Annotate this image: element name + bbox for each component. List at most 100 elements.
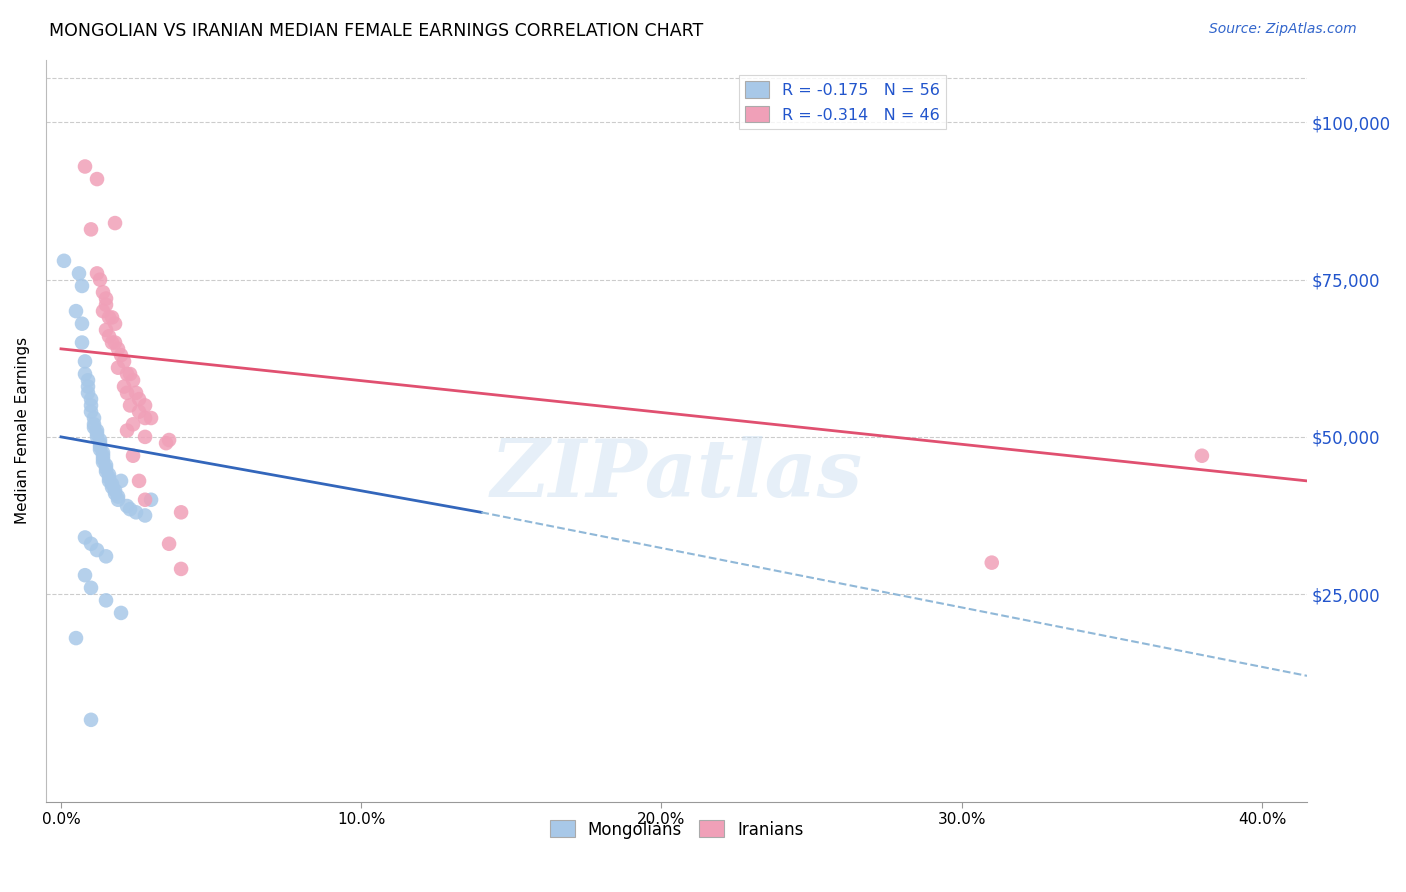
Point [67, 266, 90, 280]
Point [94, 458, 117, 472]
Point [122, 417, 145, 432]
Y-axis label: Median Female Earnings: Median Female Earnings [15, 337, 30, 524]
Legend: Mongolians, Iranians: Mongolians, Iranians [543, 814, 810, 846]
Point [155, 436, 177, 450]
Point [89, 442, 111, 457]
Point [157, 433, 180, 447]
Point [134, 492, 156, 507]
Point [98, 467, 121, 482]
Point [112, 354, 135, 368]
Point [53, 253, 76, 268]
Point [89, 433, 111, 447]
Point [101, 477, 124, 491]
Point [98, 329, 121, 343]
Point [101, 310, 124, 325]
Point [122, 449, 145, 463]
Point [134, 411, 156, 425]
Point [134, 508, 156, 523]
Point [73, 160, 96, 174]
Point [98, 471, 121, 485]
Point [80, 537, 103, 551]
Point [65, 631, 87, 645]
Point [77, 379, 100, 393]
Point [70, 279, 93, 293]
Point [86, 266, 108, 280]
Point [80, 392, 103, 406]
Point [104, 317, 127, 331]
Point [98, 474, 121, 488]
Point [80, 581, 103, 595]
Point [115, 499, 138, 513]
Point [91, 285, 114, 300]
Point [107, 342, 129, 356]
Point [107, 492, 129, 507]
Point [80, 713, 103, 727]
Point [89, 439, 111, 453]
Point [134, 399, 156, 413]
Point [128, 392, 150, 406]
Point [73, 568, 96, 582]
Point [86, 424, 108, 438]
Point [80, 399, 103, 413]
Point [83, 411, 105, 425]
Point [86, 426, 108, 441]
Point [107, 490, 129, 504]
Point [77, 373, 100, 387]
Point [139, 492, 162, 507]
Point [77, 385, 100, 400]
Point [107, 360, 129, 375]
Point [118, 502, 141, 516]
Point [94, 593, 117, 607]
Point [94, 298, 117, 312]
Point [94, 292, 117, 306]
Point [80, 405, 103, 419]
Point [118, 399, 141, 413]
Point [115, 424, 138, 438]
Point [91, 445, 114, 459]
Point [98, 310, 121, 325]
Point [134, 430, 156, 444]
Point [122, 373, 145, 387]
Point [73, 354, 96, 368]
Point [118, 367, 141, 381]
Point [110, 348, 132, 362]
Text: MONGOLIAN VS IRANIAN MEDIAN FEMALE EARNINGS CORRELATION CHART: MONGOLIAN VS IRANIAN MEDIAN FEMALE EARNI… [49, 22, 703, 40]
Point [70, 317, 93, 331]
Text: Source: ZipAtlas.com: Source: ZipAtlas.com [1209, 22, 1357, 37]
Point [104, 483, 127, 498]
Point [73, 531, 96, 545]
Point [65, 304, 87, 318]
Point [91, 304, 114, 318]
Point [73, 367, 96, 381]
Point [101, 480, 124, 494]
Point [112, 379, 135, 393]
Point [128, 474, 150, 488]
Point [125, 385, 148, 400]
Point [94, 461, 117, 475]
Point [104, 486, 127, 500]
Point [91, 449, 114, 463]
Point [89, 273, 111, 287]
Point [157, 537, 180, 551]
Point [94, 323, 117, 337]
Point [110, 474, 132, 488]
Point [170, 505, 193, 519]
Point [115, 385, 138, 400]
Point [83, 420, 105, 434]
Point [125, 505, 148, 519]
Point [128, 405, 150, 419]
Point [86, 543, 108, 558]
Point [980, 556, 1002, 570]
Point [89, 436, 111, 450]
Point [91, 455, 114, 469]
Point [170, 562, 193, 576]
Point [94, 465, 117, 479]
Text: ZIPatlas: ZIPatlas [491, 436, 862, 514]
Point [110, 606, 132, 620]
Point [104, 216, 127, 230]
Point [94, 549, 117, 564]
Point [139, 411, 162, 425]
Point [104, 335, 127, 350]
Point [101, 335, 124, 350]
Point [86, 172, 108, 186]
